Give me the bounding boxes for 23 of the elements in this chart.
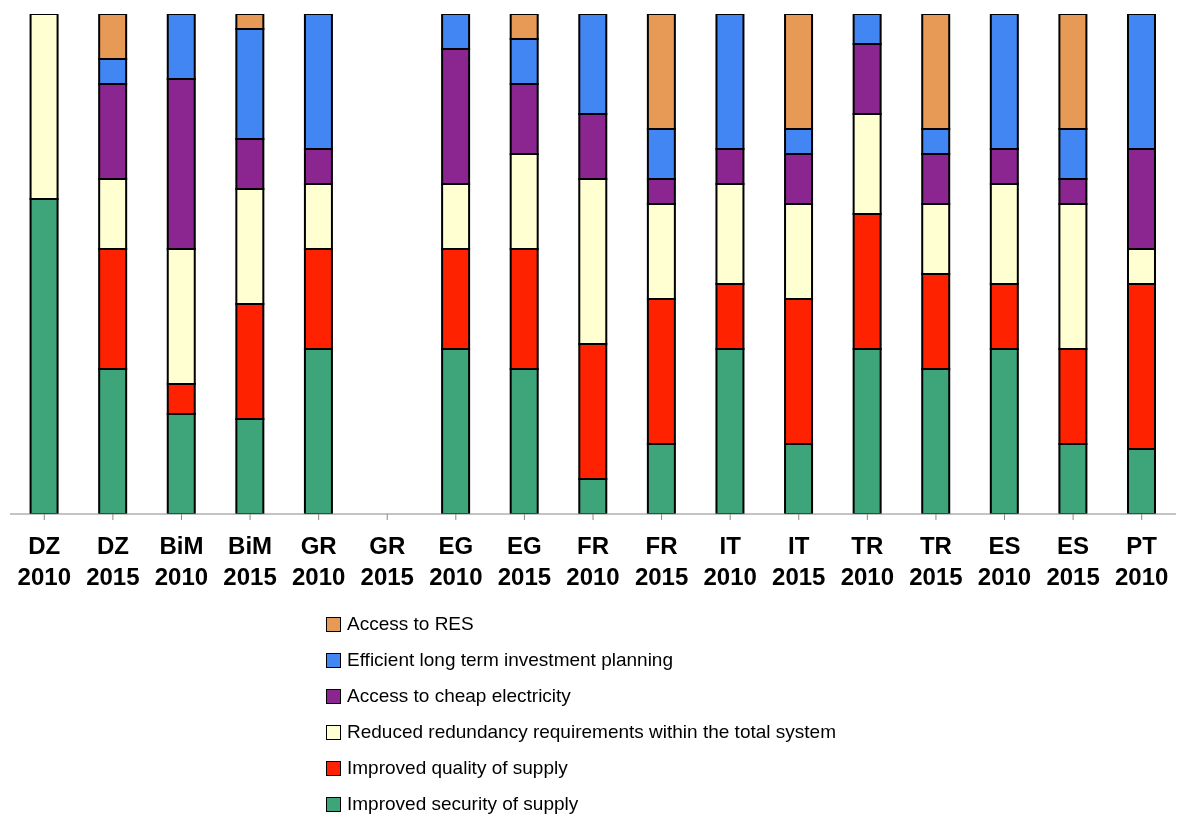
- legend-label: Improved security of supply: [347, 793, 579, 815]
- x-tick-label: DZ 2015: [86, 532, 140, 590]
- legend-label: Efficient long term investment planning: [347, 649, 673, 671]
- x-tick-label: EG 2010: [429, 532, 483, 590]
- legend-label: Improved quality of supply: [347, 757, 568, 779]
- legend-label: Access to cheap electricity: [347, 685, 571, 707]
- x-tick-label: BiM 2010: [154, 532, 209, 590]
- legend-label: Access to RES: [347, 613, 474, 635]
- x-tick-label: IT 2015: [772, 532, 826, 590]
- x-tick-label: PT 2010: [1115, 532, 1169, 590]
- x-tick-label: ES 2010: [977, 532, 1032, 590]
- x-tick-label: GR 2015: [360, 532, 414, 590]
- x-tick-label: IT 2010: [703, 532, 757, 590]
- x-tick-label: FR 2015: [634, 532, 689, 590]
- x-tick-label: ES 2015: [1046, 532, 1100, 590]
- x-tick-label: TR 2010: [840, 532, 895, 590]
- x-tick-label: DZ 2010: [17, 532, 71, 590]
- x-tick-label: TR 2015: [909, 532, 963, 590]
- x-tick-label: FR 2010: [566, 532, 620, 590]
- x-tick-label: BiM 2015: [223, 532, 277, 590]
- legend-label: Reduced redundancy requirements within the total system: [347, 721, 836, 743]
- x-tick-label: EG 2015: [497, 532, 552, 590]
- x-tick-label: GR 2010: [291, 532, 346, 590]
